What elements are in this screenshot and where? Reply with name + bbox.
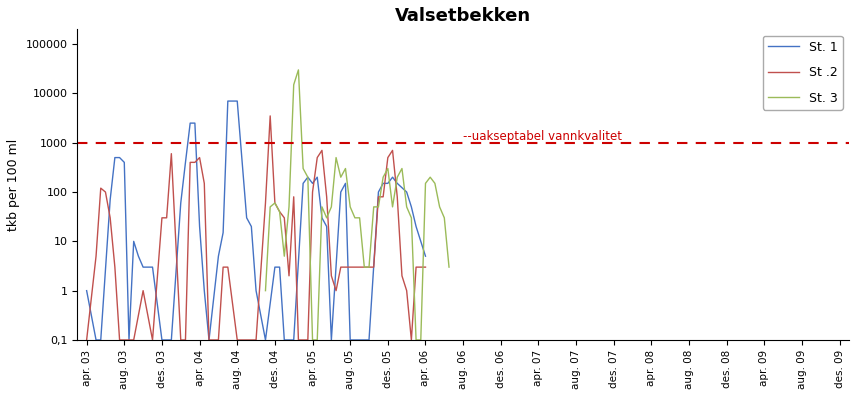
St. 1: [420, 254, 431, 259]
St. 1: [175, 201, 186, 206]
St. 3: [345, 204, 355, 209]
St .2: [175, 337, 186, 342]
St .2: [383, 155, 393, 160]
Y-axis label: tkb per 100 ml: tkb per 100 ml: [7, 139, 20, 231]
St. 3: [360, 265, 370, 270]
St. 3: [312, 337, 323, 342]
St. 3: [430, 181, 440, 186]
Line: St. 1: St. 1: [86, 101, 425, 340]
Title: Valsetbekken: Valsetbekken: [395, 7, 532, 25]
St .2: [81, 337, 92, 342]
St .2: [162, 215, 172, 220]
St. 3: [288, 82, 299, 87]
St. 3: [294, 68, 304, 72]
St. 3: [439, 215, 449, 220]
St. 3: [407, 215, 417, 220]
St. 3: [317, 204, 327, 209]
St. 1: [392, 181, 402, 186]
Line: St .2: St .2: [86, 116, 425, 340]
St. 3: [444, 265, 455, 270]
St .2: [298, 337, 308, 342]
St. 1: [124, 337, 134, 342]
St. 3: [354, 215, 365, 220]
St. 3: [411, 337, 421, 342]
St. 3: [373, 204, 383, 209]
St. 3: [326, 204, 336, 209]
St. 3: [322, 215, 332, 220]
St. 3: [270, 201, 280, 206]
St. 1: [147, 265, 158, 270]
St. 3: [298, 166, 308, 171]
Legend: St. 1, St .2, St. 3: St. 1, St .2, St. 3: [763, 36, 843, 110]
St. 1: [411, 224, 421, 229]
St. 3: [341, 166, 351, 171]
St .2: [279, 215, 289, 220]
Text: --uakseptabel vannkvalitet: --uakseptabel vannkvalitet: [463, 130, 622, 143]
St. 3: [260, 288, 270, 293]
St. 1: [81, 288, 92, 293]
St. 3: [383, 166, 393, 171]
St. 3: [425, 175, 436, 179]
St. 3: [364, 265, 374, 270]
Line: St. 3: St. 3: [265, 70, 449, 340]
St. 3: [416, 337, 426, 342]
St. 3: [435, 204, 445, 209]
St. 3: [275, 209, 285, 214]
St .2: [209, 337, 219, 342]
St. 1: [91, 337, 101, 342]
St. 3: [336, 175, 346, 179]
St. 3: [265, 204, 276, 209]
St. 3: [388, 204, 398, 209]
St. 3: [331, 155, 342, 160]
St. 3: [350, 215, 360, 220]
St. 3: [397, 166, 407, 171]
St. 3: [284, 204, 294, 209]
St. 3: [279, 254, 289, 259]
St. 3: [401, 204, 412, 209]
St. 1: [223, 99, 233, 103]
St. 3: [369, 204, 379, 209]
St. 3: [378, 175, 389, 179]
St. 1: [213, 254, 223, 259]
St. 3: [307, 337, 318, 342]
St .2: [265, 114, 276, 118]
St .2: [420, 265, 431, 270]
St. 3: [392, 175, 402, 179]
St. 3: [303, 175, 313, 179]
St. 3: [420, 181, 431, 186]
